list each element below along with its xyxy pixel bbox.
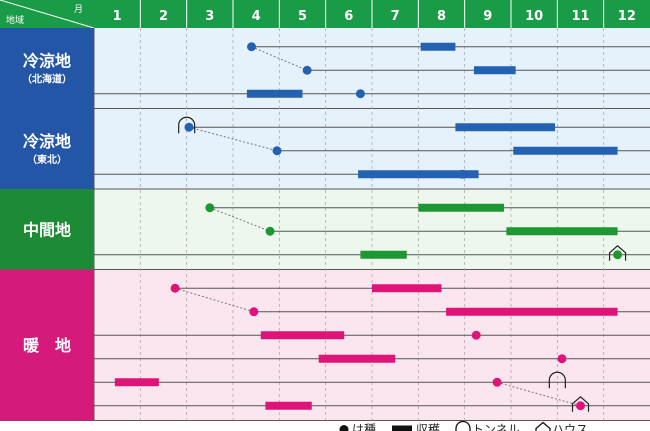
region-sub-cold-tohoku: （東北）: [27, 153, 67, 166]
sowing-dot-middle-1: [265, 226, 275, 236]
legend-tunnel-icon: [455, 420, 471, 431]
harvest-bar-cold-tohoku-0: [455, 123, 556, 132]
sowing-dot-middle-0: [205, 203, 215, 213]
sowing-dot-middle-2: [613, 250, 623, 260]
sowing-dot-cold-hokkaido-0: [247, 42, 257, 52]
harvest-bar-cold-tohoku-1: [513, 146, 618, 155]
sowing-dot-cold-hokkaido-2: [355, 89, 365, 99]
harvest-bar-warm-1: [446, 307, 618, 316]
chart-marks: [94, 42, 650, 412]
harvest-bar-cold-hokkaido-1: [473, 66, 516, 75]
month-label-5: 5: [298, 9, 307, 24]
sowing-dot-warm-5: [576, 401, 585, 411]
region-name-middle: 中間地: [23, 220, 71, 239]
sowing-dot-cold-hokkaido-1: [302, 65, 312, 75]
harvest-bar-cold-tohoku-2: [358, 170, 479, 179]
sowing-dot-cold-tohoku-0: [184, 122, 194, 132]
sowing-dot-warm-4: [492, 377, 502, 387]
house-icon: [608, 244, 627, 261]
harvest-bar-middle-1: [506, 227, 618, 236]
region-label-block-cold-hokkaido: [0, 28, 94, 109]
month-label-4: 4: [252, 9, 261, 24]
month-header: 月 地域 1 2 3 4 5 6 7 8 9 10 11 12: [0, 0, 650, 29]
sowing-dot-warm-3: [557, 354, 567, 364]
row-link-warm: [496, 381, 581, 407]
legend-label-tunnel: トンネル: [472, 423, 520, 431]
header-month-label: 月: [74, 4, 83, 15]
row-link-cold-tohoku: [188, 126, 278, 152]
house-icon: [571, 395, 590, 412]
month-label-7: 7: [391, 9, 400, 24]
sowing-dot-warm-1: [249, 307, 259, 317]
harvest-bar-warm-0: [372, 284, 442, 293]
month-label-12: 12: [618, 9, 636, 24]
header-region-label: 地域: [6, 14, 24, 26]
harvest-bar-middle-2: [360, 250, 407, 259]
month-label-2: 2: [159, 9, 168, 24]
month-label-8: 8: [437, 9, 446, 24]
region-name-cold-tohoku: 冷涼地: [23, 132, 71, 151]
harvest-bar-cold-hokkaido-0: [420, 42, 456, 51]
month-label-11: 11: [571, 9, 589, 24]
row-link-warm: [174, 287, 254, 313]
harvest-bar-cold-hokkaido-2: [246, 89, 303, 98]
region-label-block-middle: [0, 189, 94, 270]
month-label-3: 3: [205, 9, 214, 24]
legend-label-dot: は種: [352, 423, 376, 431]
sowing-dot-warm-2: [471, 330, 481, 340]
region-label-block-cold-tohoku: [0, 108, 94, 189]
header-background: [0, 0, 650, 28]
sowing-dot-warm-0: [170, 283, 180, 293]
legend-bar-icon: [392, 425, 412, 431]
header-corner-diagonal: [0, 0, 95, 29]
tunnel-icon: [548, 371, 566, 389]
region-sub-cold-hokkaido: （北海道）: [22, 72, 72, 85]
month-label-9: 9: [483, 9, 492, 24]
sowing-dot-cold-tohoku-1: [272, 146, 282, 156]
harvest-bar-warm-2: [260, 331, 345, 340]
legend-dot-icon: [339, 425, 349, 431]
harvest-bar-warm-4: [114, 378, 159, 387]
harvest-bar-middle-0: [418, 203, 505, 212]
harvest-bar-warm-3: [318, 354, 396, 363]
month-label-1: 1: [113, 9, 122, 24]
month-label-6: 6: [344, 9, 353, 24]
tunnel-icon: [178, 116, 196, 134]
region-name-warm: 暖 地: [23, 336, 71, 355]
legend-label-bar: 収穫: [416, 423, 440, 431]
legend: は種 収穫 トンネル ハウス: [339, 420, 588, 431]
legend-house-icon: [535, 421, 551, 431]
month-label-10: 10: [525, 9, 543, 24]
region-label-block-warm: [0, 269, 94, 421]
sowing-dot-cold-tohoku-2: [457, 169, 467, 179]
row-link-middle: [209, 207, 271, 232]
legend-label-house: ハウス: [552, 423, 588, 431]
harvest-bar-warm-5: [265, 401, 312, 410]
region-name-cold-hokkaido: 冷涼地: [23, 51, 71, 70]
